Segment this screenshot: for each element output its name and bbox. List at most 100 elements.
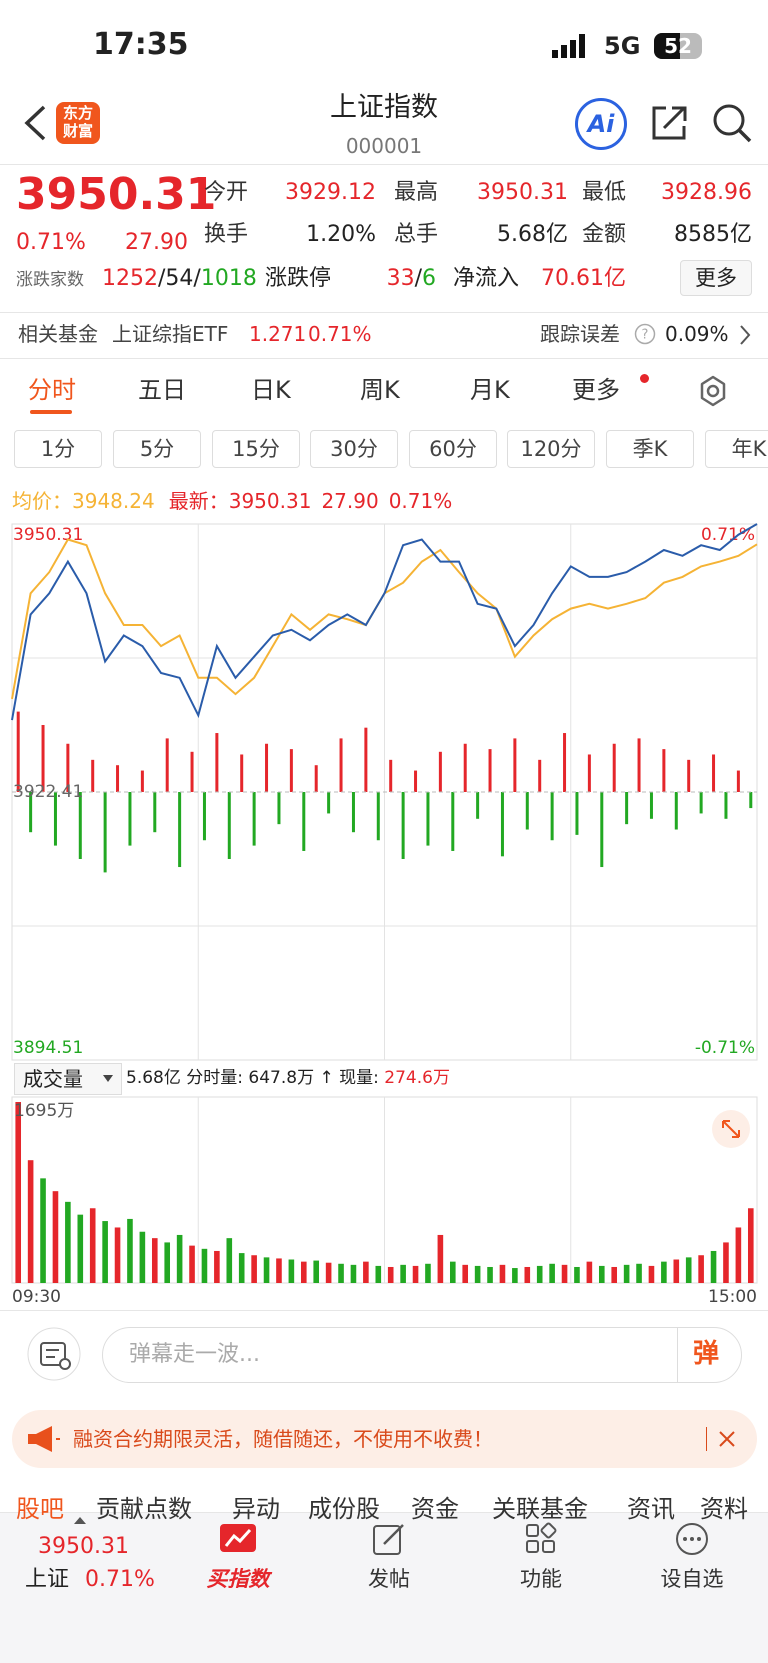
comment-icon[interactable] — [27, 1327, 81, 1381]
breadth-bar — [612, 743, 616, 792]
down-count: 1018 — [200, 266, 257, 291]
nav-item[interactable]: 设自选 — [660, 1567, 724, 1591]
breadth-bar — [736, 770, 740, 792]
divider — [0, 358, 768, 359]
volume-bar — [350, 1264, 357, 1283]
period-button[interactable]: 季K — [606, 430, 694, 468]
danmaku-button[interactable]: 弹 — [693, 1339, 720, 1369]
volume-bar — [474, 1265, 481, 1283]
tracking-error: 0.09% — [665, 322, 729, 346]
limit: 33/6 — [350, 268, 436, 290]
volume-bar — [512, 1268, 518, 1283]
help-icon[interactable]: ? — [634, 323, 656, 345]
nav-item[interactable]: 功能 — [520, 1567, 562, 1591]
tab[interactable]: 更多 — [572, 376, 620, 404]
section-tab[interactable]: 股吧 — [16, 1495, 64, 1523]
limit-down: 6 — [422, 266, 436, 291]
breadth-bar — [116, 765, 120, 792]
stat-label: 今开 — [204, 180, 249, 205]
more-button[interactable]: 更多 — [680, 260, 752, 296]
volume-bar — [487, 1266, 493, 1283]
ai-button[interactable]: Ai — [575, 98, 627, 150]
buy-icon — [220, 1524, 256, 1552]
settings-button[interactable] — [697, 375, 729, 407]
expand-button[interactable] — [711, 1109, 751, 1149]
volume-selector[interactable]: 成交量 — [14, 1063, 122, 1095]
volume-bar — [623, 1264, 630, 1283]
breadth-bar — [327, 792, 331, 814]
volume-bar — [425, 1263, 431, 1283]
stat-value: 3929.12 — [285, 180, 376, 205]
period-button[interactable]: 60分 — [409, 430, 497, 468]
breadth-bar — [637, 738, 641, 792]
interval-label: 分时量: — [186, 1068, 243, 1088]
stat-value: 5.68亿 — [497, 222, 568, 247]
section-tab[interactable]: 异动 — [232, 1495, 280, 1523]
share-button[interactable] — [650, 104, 690, 142]
nav-item[interactable]: 买指数 — [206, 1567, 270, 1591]
volume-bar — [673, 1259, 680, 1283]
breadth-bar — [724, 792, 728, 819]
volume-bar — [437, 1234, 444, 1283]
nav-item[interactable]: 发帖 — [368, 1567, 410, 1591]
breadth-bar — [500, 792, 504, 857]
breadth-bar — [476, 792, 480, 819]
banner[interactable]: 融资合约期限灵活，随借随还，不使用不收费！ — [12, 1410, 757, 1468]
battery-level: 52 — [664, 34, 692, 58]
breadth-bar — [128, 792, 132, 846]
section-tab[interactable]: 关联基金 — [492, 1495, 588, 1523]
breadth-bar — [277, 792, 281, 825]
breadth-bar — [513, 738, 517, 792]
period-button[interactable]: 30分 — [310, 430, 398, 468]
back-button[interactable] — [22, 104, 48, 142]
stat-label: 最低 — [582, 180, 627, 205]
comment-input[interactable]: 弹幕走一波... 弹 — [102, 1327, 742, 1383]
volume-bar — [636, 1263, 642, 1283]
nav-price[interactable]: 3950.31 — [38, 1534, 129, 1559]
period-button[interactable]: 15分 — [212, 430, 300, 468]
breadth-bar — [91, 759, 95, 792]
nav-pct[interactable]: 0.71% — [85, 1567, 155, 1592]
chevron[interactable] — [738, 324, 752, 346]
tab[interactable]: 分时 — [28, 376, 76, 404]
nav-name[interactable]: 上证 — [25, 1567, 70, 1592]
breadth-bar — [178, 792, 182, 868]
y2-tick-label: -0.71% — [695, 1038, 755, 1058]
megaphone-icon — [28, 1426, 60, 1452]
tab[interactable]: 日K — [251, 376, 291, 404]
breadth-bar — [190, 751, 194, 792]
period-button[interactable]: 1分 — [14, 430, 102, 468]
breadth-bar — [389, 759, 393, 792]
volume-bar — [238, 1253, 245, 1283]
tab[interactable]: 月K — [470, 376, 510, 404]
selector-text: 成交量 — [23, 1067, 83, 1091]
stat-label: 总手 — [394, 222, 439, 247]
volume-bar — [52, 1191, 59, 1283]
tab-underline — [30, 410, 72, 414]
section-tab[interactable]: 贡献点数 — [96, 1495, 192, 1523]
section-tab[interactable]: 资金 — [411, 1495, 459, 1523]
volume-bar — [449, 1261, 456, 1283]
breadth-bar — [488, 749, 492, 792]
search-button[interactable] — [711, 102, 753, 144]
stat-value: 3928.96 — [661, 180, 752, 205]
tab[interactable]: 周K — [360, 376, 400, 404]
tab[interactable]: 五日 — [138, 376, 186, 404]
period-button[interactable]: 120分 — [507, 430, 595, 468]
breadth-bar — [538, 759, 542, 792]
period-button[interactable]: 年K — [705, 430, 768, 468]
volume-bar — [164, 1242, 171, 1283]
volume-bar — [251, 1255, 257, 1283]
inflow-label: 净流入 — [453, 266, 520, 291]
breadth-bar — [289, 749, 293, 792]
close-button[interactable] — [719, 1431, 735, 1447]
section-tab[interactable]: 资料 — [700, 1495, 748, 1523]
period-button[interactable]: 5分 — [113, 430, 201, 468]
section-tab[interactable]: 资讯 — [627, 1495, 675, 1523]
breadth-bar — [587, 754, 591, 792]
section-tab[interactable]: 成份股 — [308, 1495, 380, 1523]
logo-text: 东方 — [62, 104, 93, 122]
function-icon — [526, 1522, 557, 1553]
breadth-bar — [215, 733, 219, 792]
price: 3950.31 — [16, 169, 217, 220]
